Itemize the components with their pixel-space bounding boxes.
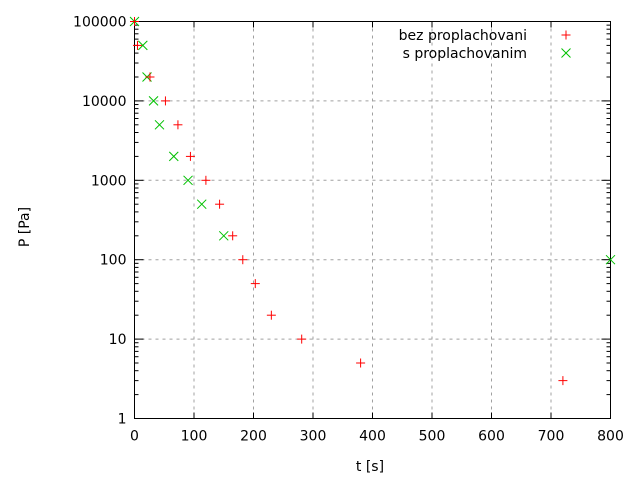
data-point-series-1 — [183, 175, 193, 186]
x-tick-label: 200 — [240, 429, 267, 445]
y-tick-label: 1 — [118, 412, 127, 428]
x-tick-label: 100 — [181, 429, 208, 445]
grid — [134, 21, 611, 419]
data-point-series-0 — [185, 151, 195, 161]
data-point-series-1 — [605, 254, 616, 265]
legend-marker-1 — [561, 48, 571, 58]
plot-border — [134, 21, 611, 419]
x-tick-label: 500 — [419, 429, 446, 445]
legend-label-0: bez proplachovani — [399, 28, 527, 44]
x-axis-label: t [s] — [356, 459, 384, 475]
y-tick-label: 100 — [100, 253, 127, 269]
data-point-series-0 — [160, 96, 170, 106]
data-point-series-0 — [215, 199, 225, 209]
y-tick-label: 100000 — [73, 15, 126, 31]
data-point-series-1 — [148, 96, 159, 106]
data-point-series-0 — [558, 376, 568, 386]
data-point-series-0 — [132, 40, 142, 50]
data-point-series-0 — [173, 120, 183, 130]
data-point-series-0 — [266, 310, 276, 320]
ticks — [134, 21, 611, 419]
points — [129, 16, 616, 386]
tick-labels: 0 100 200 300 400 500 600 700 800 1 10 100 1000 10000… — [73, 15, 624, 445]
data-point-series-1 — [154, 119, 165, 130]
data-point-series-1 — [196, 199, 207, 210]
y-tick-label: 10000 — [82, 94, 127, 110]
x-tick-label: 400 — [359, 429, 386, 445]
data-point-series-0 — [297, 334, 307, 344]
data-point-series-0 — [130, 17, 139, 26]
y-tick-label: 1000 — [91, 173, 127, 189]
data-point-series-1 — [218, 230, 229, 241]
x-tick-label: 300 — [300, 429, 327, 445]
data-point-series-0 — [250, 279, 260, 289]
data-point-series-0 — [228, 231, 238, 241]
x-tick-label: 800 — [597, 429, 624, 445]
x-tick-label: 700 — [538, 429, 565, 445]
legend-label-1: s proplachovanim — [403, 46, 527, 62]
data-point-series-0 — [238, 255, 248, 265]
legend: bez proplachovani s proplachovanim — [399, 28, 571, 62]
data-point-series-1 — [137, 40, 148, 51]
data-point-series-0 — [356, 358, 366, 368]
x-tick-label: 600 — [478, 429, 505, 445]
legend-marker-0 — [561, 30, 571, 40]
x-tick-label: 0 — [130, 429, 139, 445]
data-point-series-0 — [201, 175, 211, 185]
y-axis-label: P [Pa] — [17, 207, 33, 247]
y-tick-label: 10 — [109, 332, 127, 348]
data-point-series-0 — [145, 72, 155, 82]
data-point-series-1 — [168, 151, 179, 162]
